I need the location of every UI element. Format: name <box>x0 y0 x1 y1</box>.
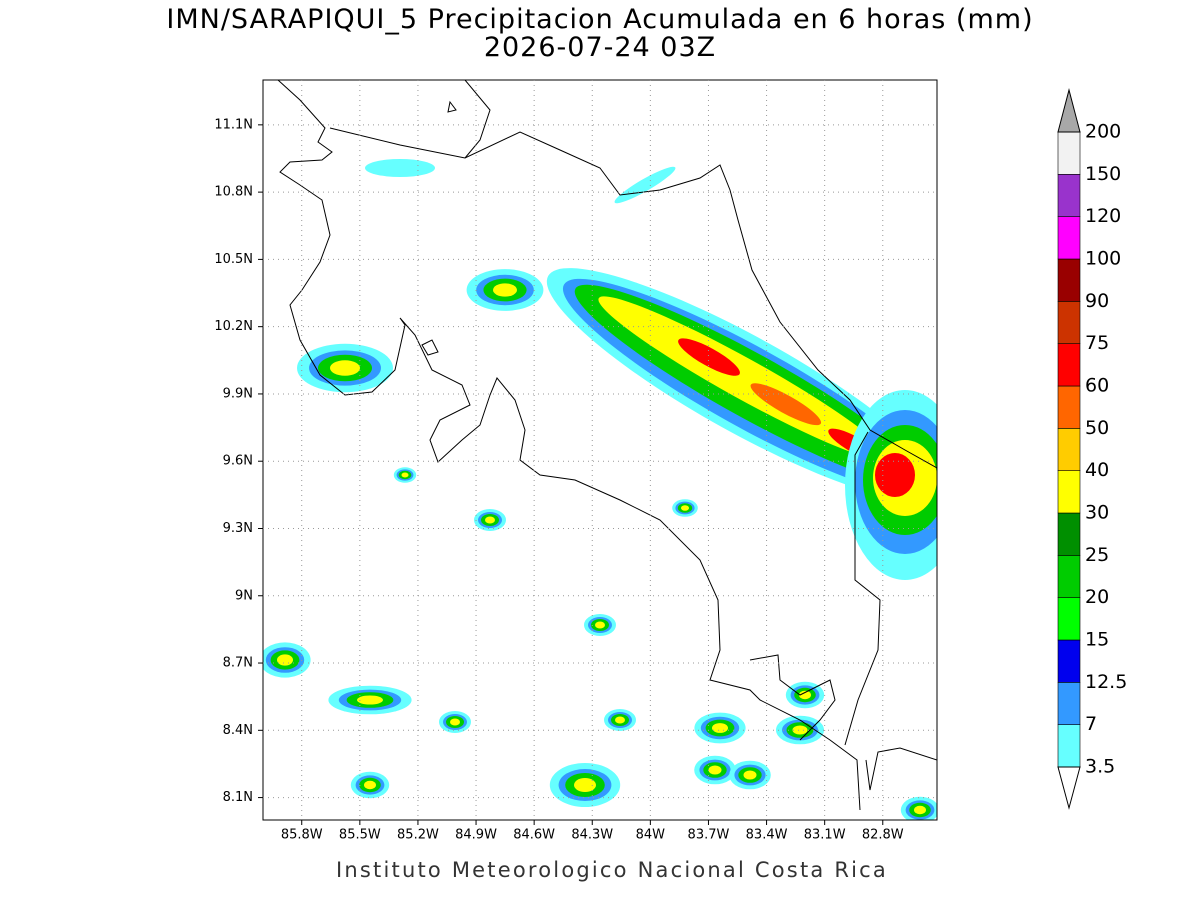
rain-cell <box>393 467 417 483</box>
colorbar-label: 20 <box>1085 586 1109 608</box>
colorbar-label: 60 <box>1085 375 1109 397</box>
rain-cell <box>672 499 698 517</box>
y-tick-label: 9.3N <box>223 521 253 536</box>
colorbar-label: 100 <box>1085 248 1121 270</box>
colorbar-segment <box>1057 597 1081 641</box>
colorbar-label: 50 <box>1085 417 1109 439</box>
x-tick-label: 82.8W <box>862 828 904 843</box>
colorbar-label: 120 <box>1085 205 1121 227</box>
rain-cell <box>328 685 412 715</box>
rain-area <box>365 159 435 177</box>
island <box>421 100 457 356</box>
rain-cell <box>729 760 771 790</box>
colorbar-label: 25 <box>1085 544 1109 566</box>
colorbar-segment <box>1057 385 1081 429</box>
y-tick-label: 8.1N <box>223 790 253 805</box>
colorbar: 3.5 7 12.5 15 20 25 30 40 50 60 75 90 100 120 150 200 <box>1057 88 1127 810</box>
border-line <box>464 80 491 159</box>
colorbar-label: 150 <box>1085 163 1121 185</box>
colorbar-segment <box>1057 555 1081 598</box>
colorbar-segment <box>1057 470 1081 514</box>
colorbar-label: 200 <box>1085 121 1121 143</box>
coastlines <box>277 80 937 811</box>
colorbar-label: 12.5 <box>1085 671 1127 693</box>
x-tick-label: 83.7W <box>688 828 730 843</box>
x-tick-label: 84W <box>636 828 666 843</box>
colorbar-segment <box>1057 343 1081 387</box>
title: IMN/SARAPIQUI_5 Precipitacion Acumulada … <box>166 4 1033 35</box>
colorbar-segment <box>1057 258 1081 302</box>
pacific-coast <box>277 80 861 811</box>
rain-band <box>546 268 937 502</box>
rain-cell <box>350 771 390 799</box>
rain-cell <box>604 709 636 731</box>
x-tick-label: 84.6W <box>513 828 555 843</box>
caribbean-coast <box>329 127 937 469</box>
colorbar-segment <box>1057 301 1081 344</box>
y-tick-label: 9.9N <box>223 386 253 401</box>
x-tick-label: 85.8W <box>281 828 323 843</box>
subtitle: 2026-07-24 03Z <box>484 32 716 63</box>
rain-area <box>614 166 676 204</box>
y-tick-label: 10.8N <box>214 185 253 200</box>
x-tick-label: 84.9W <box>455 828 497 843</box>
y-tick-label: 8.4N <box>223 723 253 738</box>
colorbar-segment <box>1057 724 1081 768</box>
map-frame <box>262 79 938 821</box>
y-tick-label: 9.6N <box>223 454 253 469</box>
x-tick-label: 83.4W <box>746 828 788 843</box>
colorbar-segment <box>1057 682 1081 725</box>
rain-cell <box>439 711 471 733</box>
x-tick-label: 85.2W <box>397 828 439 843</box>
colorbar-label: 90 <box>1085 290 1109 312</box>
rain-cell <box>466 269 544 311</box>
pacific-coast <box>865 747 937 791</box>
x-tick-label: 85.5W <box>339 828 381 843</box>
border-line <box>749 654 836 741</box>
rain-cell <box>694 712 746 744</box>
colorbar-segment <box>1057 131 1081 175</box>
colorbar-over <box>1057 88 1081 133</box>
rain-cell <box>549 763 621 807</box>
colorbar-label: 30 <box>1085 502 1109 524</box>
y-tick-label: 10.2N <box>214 319 253 334</box>
rain-cell <box>694 755 736 785</box>
y-tick-label: 9N <box>235 588 253 603</box>
y-tick-label: 8.7N <box>223 656 253 671</box>
colorbar-label: 3.5 <box>1085 756 1115 778</box>
colorbar-label: 7 <box>1085 713 1097 735</box>
rain-cell <box>263 642 311 678</box>
x-tick-label: 83.1W <box>804 828 846 843</box>
colorbar-label: 15 <box>1085 629 1109 651</box>
rain-area <box>678 338 740 376</box>
colorbar-segment <box>1057 428 1081 471</box>
colorbar-label: 75 <box>1085 332 1109 354</box>
colorbar-label: 40 <box>1085 459 1109 481</box>
y-tick-label: 11.1N <box>214 117 253 132</box>
axes: 85.8W 85.5W 85.2W 84.9W 84.6W 84.3W 84W 83.7W 83… <box>214 80 937 843</box>
rain-cell <box>900 796 937 820</box>
rain-east <box>845 390 937 580</box>
colorbar-segment <box>1057 639 1081 683</box>
rain-cell <box>584 614 616 636</box>
colorbar-segment <box>1057 174 1081 217</box>
colorbar-segment <box>1057 512 1081 556</box>
rain-cell <box>474 509 506 531</box>
footer: Instituto Meteorologico Nacional Costa R… <box>336 858 888 882</box>
rain-area <box>875 453 915 497</box>
rain-cell <box>297 343 393 393</box>
y-tick-label: 10.5N <box>214 252 253 267</box>
colorbar-segment <box>1057 216 1081 260</box>
precipitation-field <box>263 159 937 820</box>
colorbar-under <box>1057 766 1081 810</box>
x-tick-label: 84.3W <box>571 828 613 843</box>
border-line <box>844 431 881 746</box>
